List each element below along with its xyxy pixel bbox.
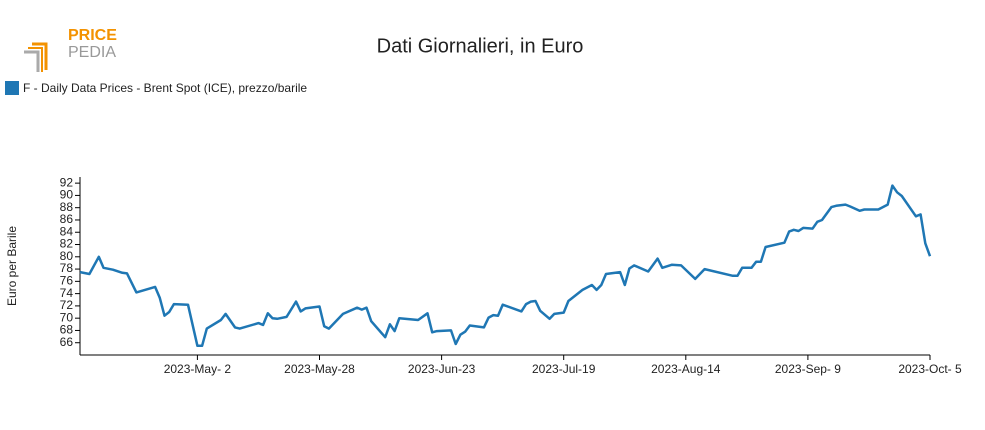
y-tick-label: 88 [60,200,74,214]
y-tick-label: 76 [60,274,74,288]
y-tick-label: 92 [60,175,74,189]
x-tick-label: 2023-Oct- 5 [898,362,962,376]
y-tick-label: 72 [60,298,74,312]
y-tick-label: 66 [60,335,74,349]
y-tick-label: 74 [60,286,74,300]
logo: PRICE PEDIA [24,27,117,72]
x-tick-label: 2023-Aug-14 [651,362,721,376]
legend-label: F - Daily Data Prices - Brent Spot (ICE)… [23,81,307,95]
y-tick-label: 70 [60,310,74,324]
x-tick-label: 2023-May-28 [284,362,355,376]
x-tick-label: 2023-Jul-19 [532,362,596,376]
y-tick-label: 68 [60,323,74,337]
y-axis-label: Euro per Barile [5,226,19,306]
logo-top: PRICE [68,27,117,44]
y-tick-label: 78 [60,261,74,275]
x-tick-label: 2023-Jun-23 [408,362,476,376]
y-tick-label: 80 [60,249,74,263]
y-tick-label: 82 [60,237,74,251]
chart-title: Dati Giornalieri, in Euro [377,35,584,57]
legend-swatch [5,81,19,95]
y-tick-label: 90 [60,188,74,202]
y-tick-label: 84 [60,224,74,238]
line-series [79,184,932,348]
logo-bottom: PEDIA [68,44,116,61]
x-tick-label: 2023-May- 2 [164,362,232,376]
x-tick-label: 2023-Sep- 9 [775,362,841,376]
y-tick-label: 86 [60,212,74,226]
